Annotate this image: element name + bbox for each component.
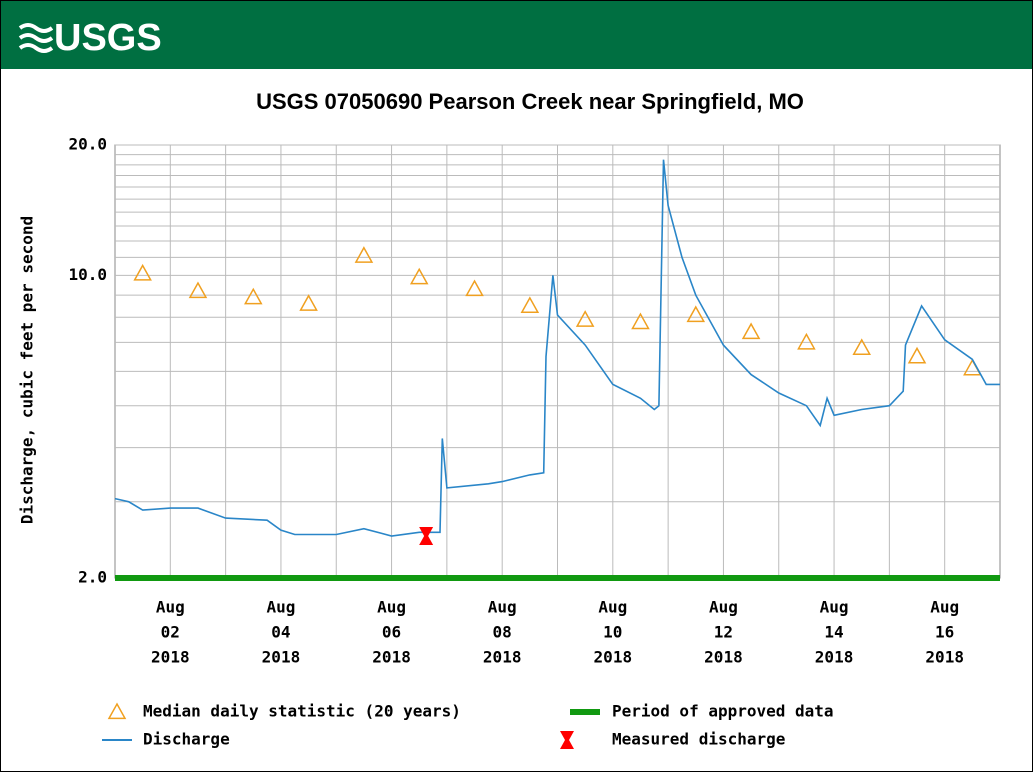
median-marker: [244, 287, 263, 305]
discharge-line: [114, 159, 1000, 537]
legend-label: Median daily statistic (20 years): [143, 702, 461, 721]
x-tick-label: 14: [824, 623, 843, 642]
legend-label: Discharge: [143, 730, 230, 749]
y-tick-label: 2.0: [78, 568, 107, 587]
median-marker: [409, 267, 429, 285]
y-tick-label: 10.0: [68, 265, 107, 284]
header-bar: [1, 1, 1032, 69]
wave: [18, 23, 54, 33]
x-tick-label: 2018: [372, 648, 411, 667]
approved-period: [115, 575, 1000, 581]
x-tick-label: 10: [603, 623, 622, 642]
legend-label: Measured discharge: [612, 730, 785, 749]
median-marker: [741, 322, 761, 340]
median-marker: [575, 310, 595, 327]
median-marker: [631, 312, 650, 330]
x-tick-label: Aug: [488, 598, 517, 617]
x-tick-label: Aug: [156, 598, 185, 617]
median-marker: [188, 281, 208, 299]
legend-symbol: [107, 702, 127, 720]
x-tick-label: 2018: [262, 648, 301, 667]
y-tick-label: 20.0: [68, 135, 107, 154]
x-tick-label: Aug: [266, 598, 295, 617]
x-tick-label: Aug: [598, 598, 627, 617]
median-marker: [299, 294, 318, 311]
legend-symbol: [560, 731, 574, 749]
x-tick-label: 04: [271, 623, 290, 642]
median-marker: [520, 296, 540, 314]
median-marker: [133, 263, 152, 281]
x-tick-label: Aug: [709, 598, 738, 617]
logo-waves: [18, 23, 54, 53]
x-tick-label: 2018: [151, 648, 190, 667]
chart-title: USGS 07050690 Pearson Creek near Springf…: [256, 89, 804, 114]
y-axis-label: Discharge, cubic feet per second: [18, 216, 37, 524]
median-marker: [354, 246, 374, 263]
x-tick-label: 2018: [594, 648, 633, 667]
x-tick-label: 2018: [483, 648, 522, 667]
x-tick-label: 2018: [704, 648, 743, 667]
x-tick-label: 2018: [925, 648, 964, 667]
logo: USGS: [54, 17, 162, 59]
median-marker: [907, 346, 927, 364]
measured-marker: [419, 527, 434, 546]
median-marker: [686, 305, 706, 323]
x-tick-label: 2018: [815, 648, 854, 667]
x-tick-label: 12: [714, 623, 733, 642]
x-tick-label: 08: [493, 623, 512, 642]
x-tick-label: 02: [161, 623, 180, 642]
median-marker: [465, 279, 484, 297]
median-marker: [852, 338, 871, 356]
x-tick-label: 06: [382, 623, 401, 642]
wave: [18, 33, 54, 43]
x-tick-label: Aug: [377, 598, 406, 617]
legend-symbol: [570, 709, 600, 715]
legend-label: Period of approved data: [612, 702, 834, 721]
x-tick-label: Aug: [820, 598, 849, 617]
x-tick-label: 16: [935, 623, 954, 642]
wave: [18, 43, 54, 53]
median-marker: [797, 332, 816, 350]
x-tick-label: Aug: [930, 598, 959, 617]
